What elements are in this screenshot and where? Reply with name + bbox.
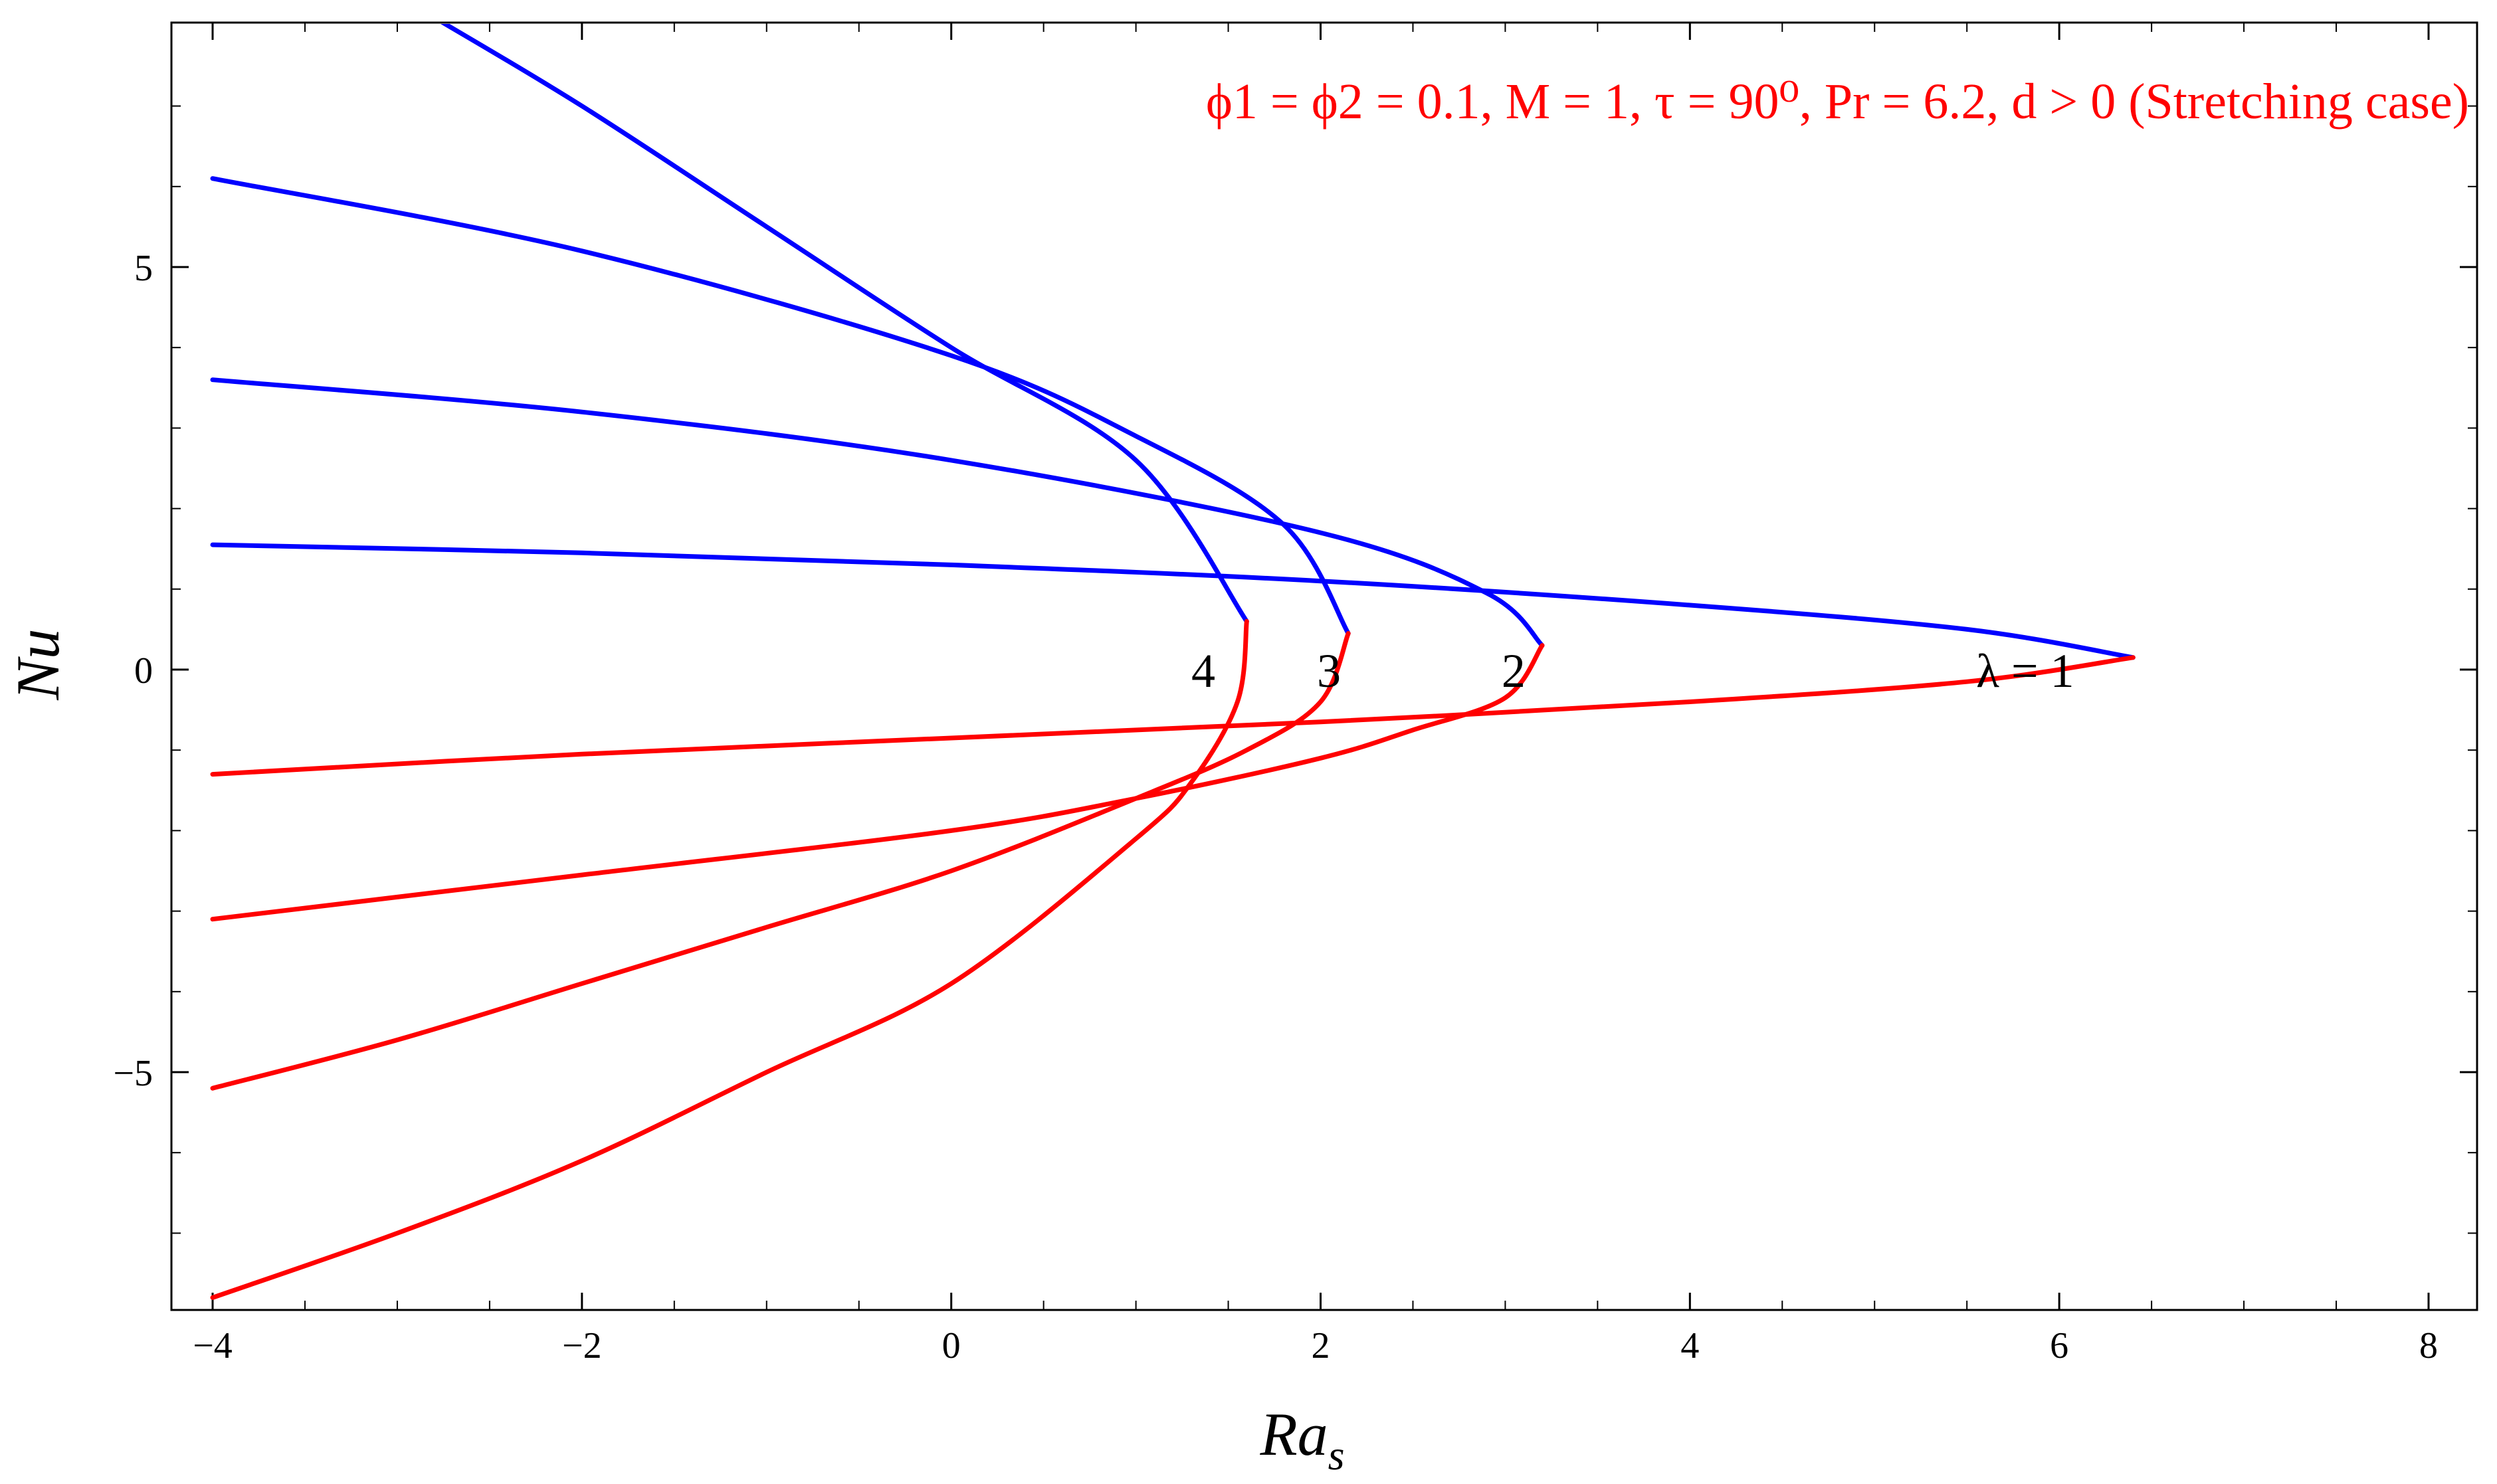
- plot-frame: [170, 21, 2478, 1311]
- x-tick-label: 2: [1312, 1325, 1330, 1366]
- curve-label: 3: [1317, 644, 1341, 697]
- y-tick-label: 5: [134, 248, 153, 289]
- curve-upper-branch: [440, 24, 1249, 624]
- curve-lower-branch: [210, 643, 1545, 922]
- curve-label: λ = 1: [1976, 644, 2074, 697]
- curve-label: 2: [1502, 644, 1526, 697]
- curve-labels: 4 3 2 λ = 1: [1191, 644, 2074, 697]
- curves: [210, 24, 2136, 1300]
- curve-label: 4: [1191, 644, 1215, 697]
- y-tick-label: 0: [134, 650, 153, 692]
- curve-upper-branch: [210, 176, 1351, 636]
- x-tick-label: −4: [193, 1325, 233, 1366]
- x-tick-label: −2: [562, 1325, 602, 1366]
- curve-upper-branch: [210, 542, 2136, 660]
- x-axis-title: Ras: [1259, 1400, 1344, 1479]
- curve-lower-branch: [210, 631, 1351, 1091]
- y-tick-label: −5: [113, 1053, 153, 1094]
- axis-ticks: −4 −2 0 2 4 6 8 −5 0 5: [113, 23, 2477, 1366]
- x-tick-label: 6: [2050, 1325, 2068, 1366]
- y-axis-title: Nu: [4, 628, 72, 700]
- curve-lower-branch: [210, 655, 2136, 777]
- x-tick-label: 8: [2419, 1325, 2438, 1366]
- curve-lower-branch: [210, 618, 1249, 1300]
- x-axis-title-subscript: s: [1328, 1432, 1345, 1479]
- annotation-text: ϕ1 = ϕ2 = 0.1, M = 1, τ = 90⁰, Pr = 6.2,…: [1206, 74, 2469, 130]
- curve-upper-branch: [210, 377, 1545, 648]
- x-tick-label: 4: [1680, 1325, 1699, 1366]
- x-tick-label: 0: [942, 1325, 961, 1366]
